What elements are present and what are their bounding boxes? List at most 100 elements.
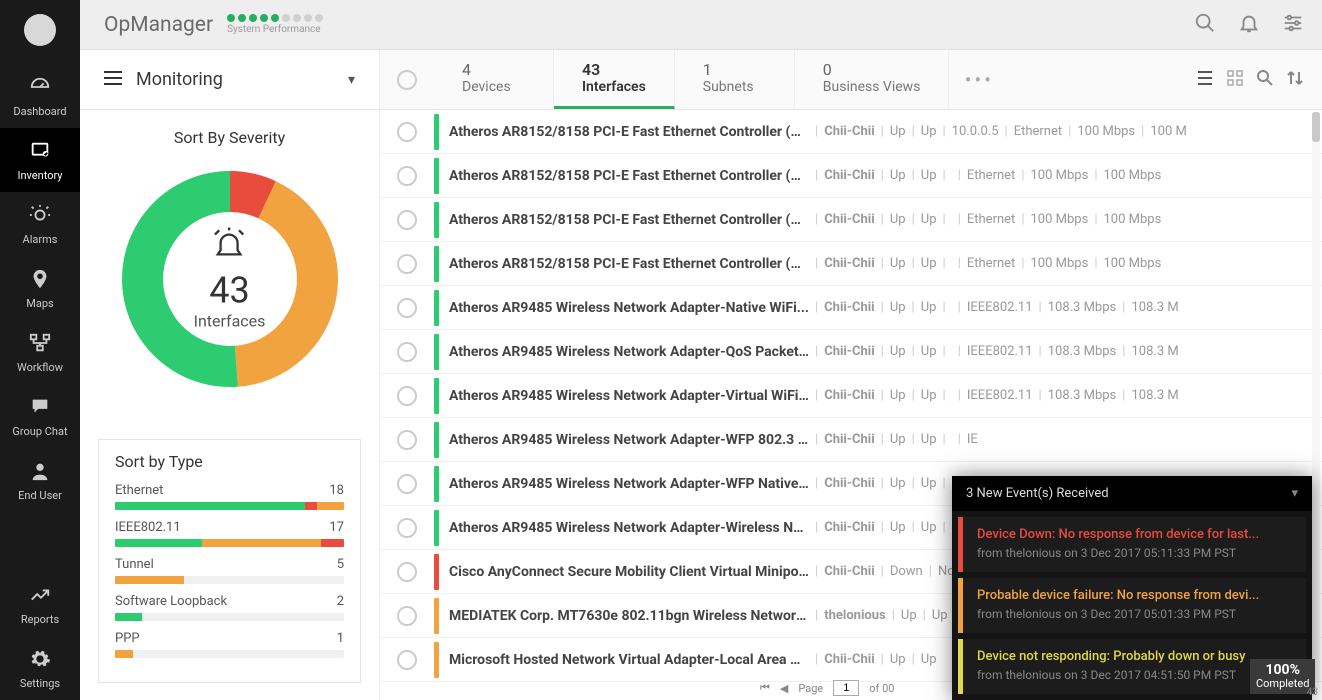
- tabs-row: 4Devices43Interfaces1Subnets0Business Vi…: [380, 50, 1322, 110]
- sidebar-item-settings[interactable]: Settings: [0, 636, 80, 700]
- row-check[interactable]: [380, 606, 434, 626]
- list-view-icon[interactable]: [1196, 69, 1214, 91]
- monitor-label: Monitoring: [136, 69, 223, 90]
- row-check[interactable]: [380, 166, 434, 186]
- scrollbar[interactable]: [1312, 112, 1320, 680]
- interface-name: Atheros AR8152/8158 PCI-E Fast Ethernet …: [449, 168, 809, 184]
- search-icon-small[interactable]: [1256, 69, 1274, 91]
- status-indicator: [434, 114, 439, 150]
- sidebar-item-alarms[interactable]: Alarms: [0, 192, 80, 256]
- row-check[interactable]: [380, 430, 434, 450]
- type-title: Sort by Type: [115, 452, 344, 471]
- menu-icon: [104, 71, 122, 89]
- status-indicator: [434, 158, 439, 194]
- status-indicator: [434, 290, 439, 326]
- row-check[interactable]: [380, 474, 434, 494]
- sidebar-item-dashboard[interactable]: Dashboard: [0, 64, 80, 128]
- type-row[interactable]: PPP1: [115, 631, 344, 658]
- severity-title: Sort By Severity: [100, 128, 359, 147]
- prev-page-icon[interactable]: ◀: [780, 682, 788, 695]
- interface-name: Microsoft Hosted Network Virtual Adapter…: [449, 652, 809, 668]
- sidebar-item-reports[interactable]: Reports: [0, 572, 80, 636]
- row-check[interactable]: [380, 298, 434, 318]
- sidebar-item-maps[interactable]: Maps: [0, 256, 80, 320]
- chevron-down-icon: ▾: [1291, 486, 1298, 501]
- row-count: 43: [1307, 687, 1318, 698]
- alarm-bell-icon: [212, 228, 246, 262]
- select-all[interactable]: [380, 50, 434, 109]
- tab-business-views[interactable]: 0Business Views: [795, 50, 950, 109]
- severity-card: Sort By Severity 43 Interfaces: [80, 110, 379, 427]
- type-row[interactable]: Software Loopback2: [115, 594, 344, 621]
- sidebar: DashboardInventoryAlarmsMapsWorkflowGrou…: [0, 0, 80, 700]
- search-icon[interactable]: [1194, 12, 1216, 38]
- row-check[interactable]: [380, 386, 434, 406]
- toast-item[interactable]: Device Down: No response from device for…: [958, 517, 1306, 572]
- status-indicator: [434, 598, 439, 634]
- tab-devices[interactable]: 4Devices: [434, 50, 554, 109]
- status-indicator: [434, 246, 439, 282]
- table-row[interactable]: Atheros AR9485 Wireless Network Adapter-…: [380, 418, 1322, 462]
- tab-more[interactable]: •••: [949, 50, 1009, 109]
- type-row[interactable]: IEEE802.1117: [115, 520, 344, 547]
- row-check[interactable]: [380, 562, 434, 582]
- row-check[interactable]: [380, 342, 434, 362]
- status-indicator: [434, 642, 439, 678]
- brand: OpManager: [104, 13, 213, 37]
- monitor-select[interactable]: Monitoring ▾: [80, 50, 379, 110]
- interface-name: Atheros AR9485 Wireless Network Adapter-…: [449, 476, 809, 492]
- severity-count: 43: [194, 270, 266, 312]
- status-indicator: [434, 334, 439, 370]
- completion-badge: 100% Completed: [1250, 659, 1315, 694]
- status-indicator: [434, 378, 439, 414]
- grid-view-icon[interactable]: [1226, 69, 1244, 91]
- bell-icon[interactable]: [1238, 12, 1260, 38]
- table-row[interactable]: Atheros AR8152/8158 PCI-E Fast Ethernet …: [380, 242, 1322, 286]
- toast-item[interactable]: Probable device failure: No response fro…: [958, 578, 1306, 633]
- row-check[interactable]: [380, 122, 434, 142]
- type-row[interactable]: Tunnel5: [115, 557, 344, 584]
- table-row[interactable]: Atheros AR8152/8158 PCI-E Fast Ethernet …: [380, 110, 1322, 154]
- interface-name: MEDIATEK Corp. MT7630e 802.11bgn Wireles…: [449, 608, 809, 624]
- sidebar-item-end-user[interactable]: End User: [0, 448, 80, 512]
- pager: ⏮ ◀ Page of 00: [760, 680, 894, 696]
- table-row[interactable]: Atheros AR8152/8158 PCI-E Fast Ethernet …: [380, 154, 1322, 198]
- table-row[interactable]: Atheros AR8152/8158 PCI-E Fast Ethernet …: [380, 198, 1322, 242]
- header: OpManager System Performance: [80, 0, 1322, 50]
- row-check[interactable]: [380, 254, 434, 274]
- sidebar-item-inventory[interactable]: Inventory: [0, 128, 80, 192]
- interface-name: Atheros AR9485 Wireless Network Adapter-…: [449, 300, 809, 316]
- first-page-icon[interactable]: ⏮: [760, 681, 770, 695]
- status-indicator: [434, 510, 439, 546]
- type-card: Sort by Type Ethernet18 IEEE802.1117 Tunne…: [98, 439, 361, 683]
- interface-name: Atheros AR9485 Wireless Network Adapter-…: [449, 388, 809, 404]
- sidebar-item-workflow[interactable]: Workflow: [0, 320, 80, 384]
- type-row[interactable]: Ethernet18: [115, 483, 344, 510]
- toast-header[interactable]: 3 New Event(s) Received ▾: [952, 476, 1312, 511]
- status-indicator: [434, 554, 439, 590]
- system-performance: System Performance: [227, 14, 323, 35]
- right-panel: 4Devices43Interfaces1Subnets0Business Vi…: [380, 50, 1322, 700]
- severity-unit: Interfaces: [194, 312, 266, 331]
- avatar[interactable]: [24, 14, 56, 46]
- tab-subnets[interactable]: 1Subnets: [675, 50, 795, 109]
- row-check[interactable]: [380, 210, 434, 230]
- sort-icon[interactable]: [1286, 69, 1304, 91]
- page-input[interactable]: [833, 680, 859, 696]
- row-check[interactable]: [380, 650, 434, 670]
- interface-name: Cisco AnyConnect Secure Mobility Client …: [449, 564, 809, 580]
- interface-name: Atheros AR9485 Wireless Network Adapter-…: [449, 432, 809, 448]
- status-indicator: [434, 202, 439, 238]
- status-indicator: [434, 422, 439, 458]
- table-row[interactable]: Atheros AR9485 Wireless Network Adapter-…: [380, 374, 1322, 418]
- status-indicator: [434, 466, 439, 502]
- sidebar-item-group-chat[interactable]: Group Chat: [0, 384, 80, 448]
- tab-interfaces[interactable]: 43Interfaces: [554, 50, 675, 109]
- table-row[interactable]: Atheros AR9485 Wireless Network Adapter-…: [380, 286, 1322, 330]
- left-panel: Monitoring ▾ Sort By Severity 43 Interfa…: [80, 50, 380, 700]
- interface-name: Atheros AR8152/8158 PCI-E Fast Ethernet …: [449, 256, 809, 272]
- table-row[interactable]: Atheros AR9485 Wireless Network Adapter-…: [380, 330, 1322, 374]
- row-check[interactable]: [380, 518, 434, 538]
- settings-sliders-icon[interactable]: [1282, 12, 1304, 38]
- chevron-down-icon: ▾: [348, 72, 355, 88]
